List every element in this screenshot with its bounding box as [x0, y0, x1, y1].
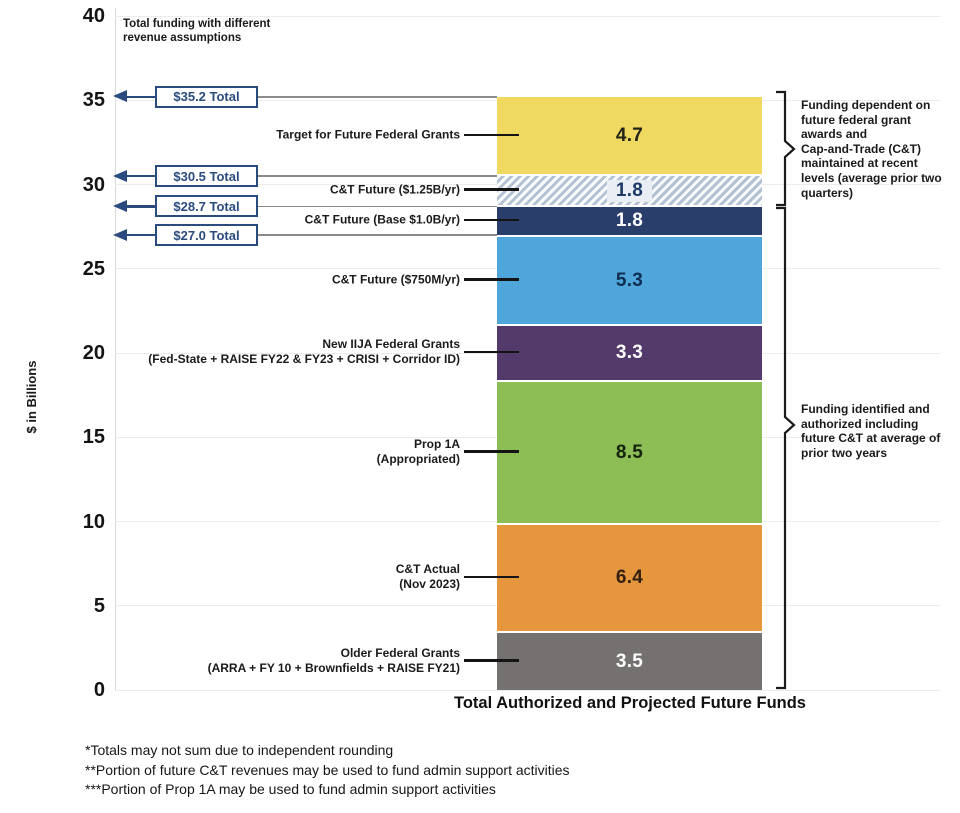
annotation-top-brace: Funding dependent on future federal gran… — [801, 98, 942, 200]
total-arrowhead-27-0-total — [113, 228, 127, 241]
y-tick-label-5: 5 — [93, 594, 105, 617]
footnote-3: ***Portion of Prop 1A may be used to fun… — [85, 781, 496, 797]
total-arrow-line-27-0-total — [126, 233, 155, 237]
segment-value: 3.5 — [615, 650, 644, 672]
segment-label-c-t-actual: C&T Actual (Nov 2023) — [60, 562, 460, 592]
footnote-2: **Portion of future C&T revenues may be … — [85, 761, 570, 778]
segment-label-c-t-future-750m-yr: C&T Future ($750M/yr) — [331, 272, 460, 287]
segment-sublabel: (Fed-State + RAISE FY22 & FY23 + CRISI +… — [148, 352, 460, 367]
segment-value: 1.8 — [615, 209, 644, 231]
total-callout-28-7-total: $28.7 Total — [155, 195, 258, 218]
total-callout-27-0-total: $27.0 Total — [155, 224, 258, 247]
x-axis-title: Total Authorized and Projected Future Fu… — [453, 694, 806, 712]
segment-label-target-for-future-federal-grants: Target for Future Federal Grants — [276, 127, 460, 142]
segment-connector-c-t-actual — [464, 575, 519, 579]
y-tick-label-20: 20 — [82, 342, 105, 364]
segment-connector-new-iija-federal-grants — [464, 350, 519, 354]
y-axis-line — [115, 8, 116, 690]
brace-bottom — [776, 206, 796, 690]
total-callout-text: $30.5 Total — [173, 168, 240, 184]
y-tick-label-0: 0 — [93, 679, 105, 701]
bar-segment-c-t-future-750m-yr: 5.3 — [497, 235, 762, 325]
total-callout-text: $28.7 Total — [173, 198, 240, 214]
segment-label-new-iija-federal-grants: New IIJA Federal Grants (Fed-State + RAIS… — [60, 337, 460, 367]
chart-note: Total funding with different revenue ass… — [123, 18, 271, 44]
bar-segment-older-federal-grants: 3.5 — [497, 631, 762, 690]
total-arrowhead-35-2-total — [113, 90, 127, 103]
y-axis-label: $ in Billions — [24, 360, 39, 434]
total-leader-line-30-5-total — [258, 175, 497, 177]
segment-value: 8.5 — [615, 441, 644, 463]
segment-connector-c-t-future-1-25b-yr — [464, 188, 519, 191]
gridline-0 — [115, 689, 940, 691]
segment-connector-c-t-future-base-1-0b-yr — [464, 218, 519, 222]
total-arrow-line-30-5-total — [126, 174, 155, 178]
segment-sublabel: (Appropriated) — [376, 451, 460, 466]
bar-segment-new-iija-federal-grants: 3.3 — [497, 324, 762, 380]
total-leader-line-27-0-total — [258, 234, 497, 236]
segment-value: 3.3 — [615, 342, 644, 364]
bar-segment-c-t-actual: 6.4 — [497, 523, 762, 631]
y-tick-label-15: 15 — [82, 426, 105, 449]
y-tick-label-30: 30 — [82, 173, 105, 196]
gridline-40 — [115, 15, 940, 17]
segment-value: 1.8 — [606, 179, 653, 202]
segment-sublabel: (Nov 2023) — [399, 577, 460, 592]
segment-value: 4.7 — [615, 124, 644, 146]
bar-segment-prop-1a: 8.5 — [497, 379, 762, 524]
total-arrow-line-35-2-total — [126, 95, 155, 99]
y-tick-label-25: 25 — [82, 257, 105, 280]
total-arrowhead-30-5-total — [113, 169, 127, 182]
segment-label-c-t-future-1-25b-yr: C&T Future ($1.25B/yr) — [329, 182, 460, 197]
bar-segment-target-for-future-federal-grants: 4.7 — [497, 95, 762, 175]
segment-value: 5.3 — [615, 269, 644, 291]
y-tick-label-40: 40 — [82, 5, 105, 27]
segment-sublabel: (ARRA + FY 10 + Brownfields + RAISE FY21… — [207, 660, 460, 675]
total-callout-text: $27.0 Total — [173, 227, 240, 243]
y-tick-label-10: 10 — [82, 510, 105, 533]
segment-connector-target-for-future-federal-grants — [464, 133, 519, 137]
total-callout-text: $35.2 Total — [173, 89, 240, 105]
footnotes: *Totals may not sum due to independent r… — [85, 741, 570, 800]
segment-value: 6.4 — [615, 567, 644, 589]
segment-label-prop-1a: Prop 1A (Appropriated) — [60, 437, 460, 467]
total-arrowhead-28-7-total — [113, 199, 127, 212]
annotation-bottom-brace: Funding identified and authorized includ… — [801, 402, 941, 460]
total-leader-line-28-7-total — [258, 205, 497, 208]
segment-connector-prop-1a — [464, 450, 519, 453]
total-callout-35-2-total: $35.2 Total — [155, 85, 258, 108]
segment-label-older-federal-grants: Older Federal Grants (ARRA + FY 10 + Brow… — [60, 646, 460, 676]
y-tick-label-35: 35 — [82, 89, 105, 112]
total-leader-line-35-2-total — [258, 96, 497, 98]
segment-connector-older-federal-grants — [464, 659, 519, 662]
footnote-1: *Totals may not sum due to independent r… — [85, 742, 394, 758]
brace-top — [776, 90, 796, 207]
bar-segment-c-t-future-base-1-0b-yr: 1.8 — [497, 204, 762, 236]
segment-label-c-t-future-base-1-0b-yr: C&T Future (Base $1.0B/yr) — [304, 212, 460, 227]
segment-connector-c-t-future-750m-yr — [464, 278, 519, 281]
bar-segment-c-t-future-1-25b-yr: 1.8 — [497, 174, 762, 205]
total-arrow-line-28-7-total — [126, 205, 155, 208]
total-callout-30-5-total: $30.5 Total — [155, 165, 258, 188]
